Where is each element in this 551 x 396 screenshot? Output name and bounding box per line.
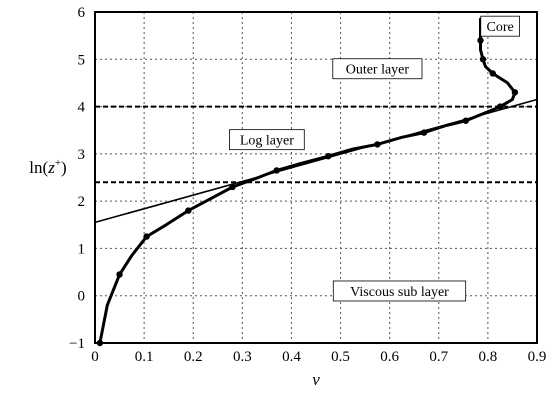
velocity-profile-point (143, 233, 150, 240)
y-axis-label-suffix: ) (61, 158, 67, 177)
y-tick-label: 3 (78, 147, 86, 163)
x-tick-label: 0.6 (380, 349, 399, 365)
tick-labels: 0 0.1 0.2 0.3 0.4 0.5 0.6 0.7 0.8 0.9 −1 0 1 2 3 4 5 6 (69, 5, 546, 365)
velocity-profile-point (489, 70, 496, 77)
region-label-box (332, 280, 467, 302)
x-tick-label: 0.3 (233, 349, 252, 365)
region-label-box (480, 15, 520, 37)
y-tick-label: 1 (78, 241, 86, 257)
region-label-box (332, 58, 423, 80)
annotations: Core Outer layer Log layer Viscous sub laye… (229, 15, 520, 302)
region-label: Viscous sub layer (350, 285, 449, 300)
y-tick-label: 4 (78, 100, 86, 116)
y-axis-label: ln(z+) (29, 157, 66, 177)
x-tick-label: 0.1 (135, 349, 154, 365)
velocity-profile-point (496, 103, 504, 110)
y-axis-label-prefix: ln( (29, 158, 48, 177)
velocity-profile-point (185, 207, 192, 214)
reference-lines (95, 105, 537, 184)
y-axis-label-variable: z (47, 158, 55, 177)
region-label-box (229, 129, 305, 151)
x-tick-label: 0.7 (429, 349, 448, 365)
x-tick-label: 0.8 (479, 349, 498, 365)
y-axis-label-superscript: + (55, 157, 61, 169)
x-tick-label: 0.2 (184, 349, 203, 365)
log-law-line (94, 98, 538, 224)
y-tick-label: 0 (78, 289, 86, 305)
series (94, 17, 538, 347)
velocity-profile-point (479, 56, 487, 63)
x-tick-label: 0.4 (282, 349, 301, 365)
x-tick-label: 0 (91, 349, 99, 365)
x-tick-label: 0.5 (331, 349, 350, 365)
region-label: Outer layer (346, 63, 410, 78)
velocity-profile-point (116, 271, 123, 278)
x-axis-label: v (312, 370, 320, 389)
region-label: Log layer (240, 134, 294, 149)
y-tick-label: −1 (69, 336, 85, 352)
plot-frame (94, 11, 538, 344)
x-tick-label: 0.9 (528, 349, 547, 365)
y-tick-label: 6 (78, 5, 86, 21)
velocity-profile-point (477, 37, 484, 44)
region-label: Core (487, 20, 514, 35)
y-tick-label: 5 (78, 52, 86, 68)
y-tick-label: 2 (78, 194, 86, 210)
velocity-profile-point (511, 89, 519, 96)
